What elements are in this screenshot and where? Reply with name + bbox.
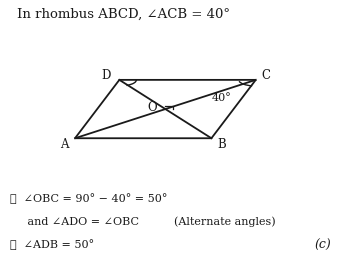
Text: ∴  ∠ADB = 50°: ∴ ∠ADB = 50° xyxy=(10,239,94,250)
Text: ∴  ∠OBC = 90° − 40° = 50°: ∴ ∠OBC = 90° − 40° = 50° xyxy=(10,193,168,204)
Text: In rhombus ABCD, ∠ACB = 40°: In rhombus ABCD, ∠ACB = 40° xyxy=(17,8,230,21)
Text: D: D xyxy=(101,69,110,82)
Text: B: B xyxy=(217,138,226,151)
Text: A: A xyxy=(61,138,69,151)
Text: C: C xyxy=(262,69,270,82)
Text: O: O xyxy=(147,101,157,114)
Text: and ∠ADO = ∠OBC          (Alternate angles): and ∠ADO = ∠OBC (Alternate angles) xyxy=(10,216,276,227)
Text: (c): (c) xyxy=(314,239,331,252)
Text: 40°: 40° xyxy=(212,92,232,103)
